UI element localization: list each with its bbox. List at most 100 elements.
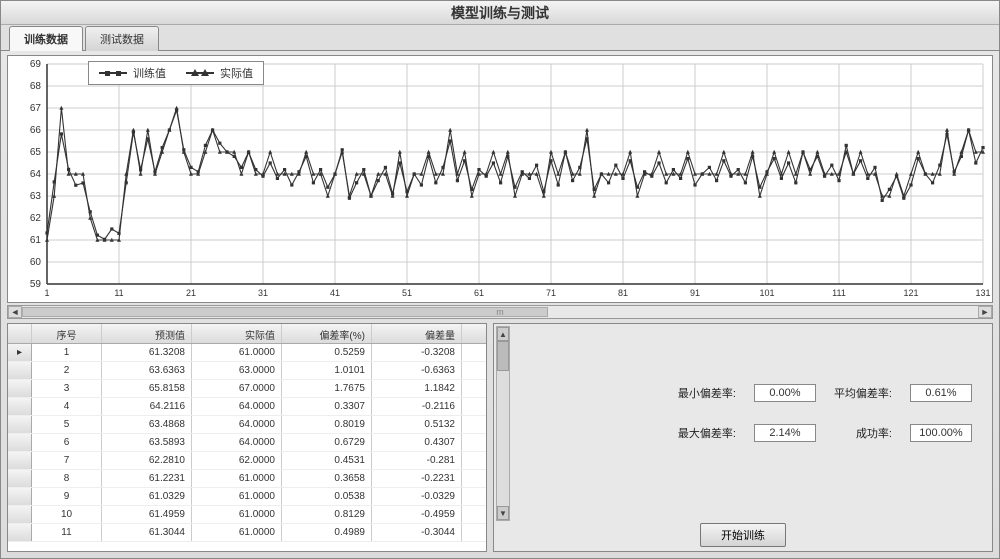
tab-training-data[interactable]: 训练数据 (9, 26, 83, 51)
table-row[interactable]: 464.211664.00000.3307-0.2116 (8, 398, 486, 416)
cell-devrate: 0.5259 (282, 344, 372, 361)
col-header-index[interactable]: 序号 (32, 324, 102, 343)
cell-predict: 61.0329 (102, 488, 192, 505)
table-row[interactable]: 961.032961.00000.0538-0.0329 (8, 488, 486, 506)
svg-text:101: 101 (759, 288, 774, 298)
row-selector[interactable] (8, 524, 32, 541)
col-header-devrate[interactable]: 偏差率(%) (282, 324, 372, 343)
svg-text:63: 63 (30, 191, 42, 202)
lower-panel: 序号 预测值 实际值 偏差率(%) 偏差量 ▸161.320861.00000.… (1, 323, 999, 558)
scroll-down-icon[interactable]: ▼ (497, 506, 509, 520)
row-selector[interactable] (8, 398, 32, 415)
success-value: 100.00% (910, 424, 972, 442)
svg-text:64: 64 (30, 169, 42, 180)
scroll-label: m (496, 307, 504, 317)
row-selector[interactable] (8, 362, 32, 379)
legend-label-train: 训练值 (133, 65, 166, 81)
row-selector[interactable] (8, 434, 32, 451)
col-header-dev[interactable]: 偏差量 (372, 324, 462, 343)
table-row[interactable]: 663.589364.00000.67290.4307 (8, 434, 486, 452)
cell-actual: 62.0000 (192, 452, 282, 469)
table-row[interactable]: 1161.304461.00000.4989-0.3044 (8, 524, 486, 542)
row-selector[interactable] (8, 488, 32, 505)
vscroll-track[interactable] (497, 341, 509, 506)
scroll-right-icon[interactable]: ► (978, 306, 992, 318)
cell-actual: 64.0000 (192, 398, 282, 415)
cell-actual: 64.0000 (192, 434, 282, 451)
row-selector[interactable] (8, 416, 32, 433)
cell-actual: 61.0000 (192, 506, 282, 523)
tab-test-data[interactable]: 测试数据 (85, 26, 159, 51)
table-row[interactable]: 861.223161.00000.3658-0.2231 (8, 470, 486, 488)
cell-index: 1 (32, 344, 102, 361)
cell-dev: -0.4959 (372, 506, 462, 523)
table-header: 序号 预测值 实际值 偏差率(%) 偏差量 (8, 324, 486, 344)
cell-devrate: 0.3307 (282, 398, 372, 415)
max-rate-value: 2.14% (754, 424, 816, 442)
table-row[interactable]: 563.486864.00000.80190.5132 (8, 416, 486, 434)
svg-text:21: 21 (186, 288, 196, 298)
row-selector[interactable]: ▸ (8, 344, 32, 361)
row-selector[interactable] (8, 452, 32, 469)
svg-text:68: 68 (30, 81, 42, 92)
triangle-marker-icon (186, 72, 214, 74)
cell-dev: 0.5132 (372, 416, 462, 433)
cell-actual: 61.0000 (192, 524, 282, 541)
cell-index: 3 (32, 380, 102, 397)
window-title: 模型训练与测试 (1, 1, 999, 25)
cell-dev: -0.6363 (372, 362, 462, 379)
table-row[interactable]: ▸161.320861.00000.5259-0.3208 (8, 344, 486, 362)
scroll-thumb[interactable] (22, 307, 548, 317)
svg-text:121: 121 (903, 288, 918, 298)
row-selector[interactable] (8, 380, 32, 397)
col-header-predict[interactable]: 预测值 (102, 324, 192, 343)
start-training-button[interactable]: 开始训练 (700, 523, 786, 547)
cell-dev: -0.3208 (372, 344, 462, 361)
cell-predict: 62.2810 (102, 452, 192, 469)
cell-predict: 63.5893 (102, 434, 192, 451)
svg-text:51: 51 (402, 288, 412, 298)
cell-actual: 61.0000 (192, 344, 282, 361)
vertical-scrollbar[interactable]: ▲ ▼ (496, 326, 510, 521)
cell-dev: -0.3044 (372, 524, 462, 541)
chart-h-scrollbar[interactable]: ◄ m ► (7, 305, 993, 319)
cell-devrate: 1.0101 (282, 362, 372, 379)
cell-actual: 67.0000 (192, 380, 282, 397)
scroll-up-icon[interactable]: ▲ (497, 327, 509, 341)
table-row[interactable]: 263.636363.00001.0101-0.6363 (8, 362, 486, 380)
scroll-left-icon[interactable]: ◄ (8, 306, 22, 318)
cell-devrate: 0.4531 (282, 452, 372, 469)
cell-devrate: 0.8019 (282, 416, 372, 433)
legend-label-actual: 实际值 (220, 65, 253, 81)
svg-text:69: 69 (30, 59, 42, 70)
cell-devrate: 0.6729 (282, 434, 372, 451)
svg-text:65: 65 (30, 147, 42, 158)
cell-index: 8 (32, 470, 102, 487)
success-label: 成功率: (834, 425, 892, 441)
row-selector[interactable] (8, 470, 32, 487)
scroll-track[interactable]: m (22, 307, 978, 317)
svg-text:60: 60 (30, 257, 42, 268)
row-selector[interactable] (8, 506, 32, 523)
svg-text:91: 91 (690, 288, 700, 298)
cell-index: 2 (32, 362, 102, 379)
square-marker-icon (99, 72, 127, 74)
svg-text:11: 11 (114, 288, 123, 298)
cell-dev: -0.2231 (372, 470, 462, 487)
cell-dev: -0.0329 (372, 488, 462, 505)
vscroll-thumb[interactable] (497, 341, 509, 371)
row-selector-header[interactable] (8, 324, 32, 343)
cell-predict: 63.6363 (102, 362, 192, 379)
cell-predict: 65.8158 (102, 380, 192, 397)
table-row[interactable]: 365.815867.00001.76751.1842 (8, 380, 486, 398)
table-row[interactable]: 762.281062.00000.4531-0.281 (8, 452, 486, 470)
col-header-actual[interactable]: 实际值 (192, 324, 282, 343)
cell-actual: 64.0000 (192, 416, 282, 433)
chart: 训练值 实际值 59606162636465666768691112131415… (7, 55, 993, 303)
table-row[interactable]: 1061.495961.00000.8129-0.4959 (8, 506, 486, 524)
cell-actual: 63.0000 (192, 362, 282, 379)
min-rate-value: 0.00% (754, 384, 816, 402)
data-table: 序号 预测值 实际值 偏差率(%) 偏差量 ▸161.320861.00000.… (7, 323, 487, 552)
cell-devrate: 0.8129 (282, 506, 372, 523)
svg-text:111: 111 (832, 288, 846, 298)
